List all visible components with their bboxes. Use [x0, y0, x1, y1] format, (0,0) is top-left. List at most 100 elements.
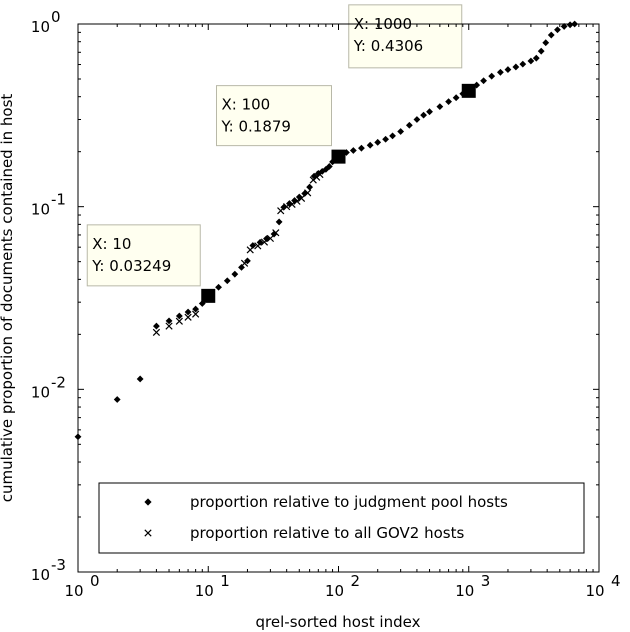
y-tick-label: 10 [31, 383, 50, 401]
legend-box [98, 482, 585, 554]
data-point-judgment-pool [310, 172, 318, 180]
y-tick-exponent: -2 [51, 373, 66, 391]
data-point-all-gov2-strokes [175, 317, 183, 325]
legend-marker-x [144, 529, 152, 537]
marks-layer [74, 20, 579, 441]
data-point-judgment-pool [270, 230, 278, 238]
data-point-judgment-pool [301, 190, 309, 197]
x-tick-exponent: 2 [351, 572, 361, 590]
data-point-all-gov2-strokes [192, 310, 200, 318]
data-point-judgment-pool [358, 144, 365, 152]
data-point-judgment-pool [280, 203, 288, 211]
data-point-all-gov2-strokes [184, 313, 192, 321]
y-tick-exponent: -3 [51, 556, 66, 574]
y-tick-label: 10 [31, 201, 50, 219]
data-point-judgment-pool [532, 54, 540, 62]
datatip-y-label: Y: 0.4306 [353, 37, 423, 55]
data-point-judgment-pool [445, 98, 452, 105]
datatip-marker [331, 149, 346, 164]
data-point-all-gov2 [184, 313, 192, 321]
x-tick-label: 10 [455, 582, 474, 600]
data-point-judgment-pool [436, 103, 444, 111]
datatip-x-label: X: 10 [92, 235, 131, 253]
data-point-judgment-pool [504, 66, 512, 73]
datatip-marker [201, 288, 216, 303]
data-point-all-gov2-strokes [266, 234, 275, 243]
y-axis-label: cumulative proportion of documents conta… [0, 94, 16, 503]
y-tick-label: 10 [31, 18, 50, 36]
data-point-all-gov2 [192, 310, 200, 318]
data-point-judgment-pool [291, 197, 298, 204]
legend-label-judgment-pool: proportion relative to judgment pool hos… [190, 493, 508, 511]
y-tick-label: 10 [31, 566, 50, 584]
data-point-judgment-pool [215, 283, 222, 291]
data-point-judgment-pool [136, 375, 144, 383]
x-tick-exponent: 3 [481, 572, 491, 590]
data-point-judgment-pool [389, 132, 396, 140]
data-point-judgment-pool [263, 235, 270, 243]
data-point-judgment-pool [519, 60, 527, 68]
datatip-box [216, 85, 332, 147]
data-point-judgment-pool [488, 72, 496, 80]
data-point-judgment-pool [554, 26, 561, 34]
x-tick-label: 10 [585, 582, 604, 600]
data-point-judgment-pool [238, 264, 245, 271]
data-point-judgment-pool [366, 141, 374, 149]
data-point-judgment-pool [175, 312, 183, 320]
data-point-all-gov2-strokes [165, 322, 173, 330]
data-point-judgment-pool [527, 57, 535, 65]
data-point-judgment-pool [349, 147, 357, 154]
datatip-marker [461, 83, 476, 98]
x-tick-exponent: 1 [220, 572, 230, 590]
y-tick-exponent: -1 [51, 191, 66, 209]
data-point-all-gov2 [165, 322, 173, 330]
data-point-judgment-pool [223, 277, 231, 285]
data-point-judgment-pool [413, 116, 421, 123]
data-point-judgment-pool [244, 257, 251, 265]
data-point-judgment-pool [452, 94, 460, 102]
x-tick-exponent: 4 [611, 572, 621, 590]
data-point-judgment-pool [542, 39, 550, 47]
data-point-judgment-pool [537, 47, 545, 55]
data-point-judgment-pool [512, 63, 520, 71]
data-point-judgment-pool [547, 31, 555, 39]
legend-diamond-glyph [144, 498, 152, 506]
data-point-judgment-pool [275, 218, 283, 226]
datatip-x-label: X: 100 [222, 96, 271, 114]
data-point-judgment-pool [325, 163, 333, 170]
x-tick-label: 10 [64, 582, 83, 600]
data-point-judgment-pool [426, 108, 433, 116]
data-point-judgment-pool [420, 111, 427, 119]
data-point-all-gov2-strokes [152, 328, 161, 337]
data-point-judgment-pool [382, 135, 390, 143]
data-point-judgment-pool [497, 68, 504, 76]
data-point-judgment-pool [165, 317, 173, 325]
data-point-judgment-pool [405, 121, 413, 129]
x-tick-label: 10 [325, 582, 344, 600]
legend-x-glyph [144, 529, 152, 537]
data-point-judgment-pool [231, 270, 239, 278]
datatip-y-label: Y: 0.1879 [221, 118, 291, 136]
data-point-all-gov2 [175, 317, 183, 325]
data-point-judgment-pool [113, 396, 121, 403]
data-point-judgment-pool [295, 193, 303, 201]
data-point-judgment-pool [192, 305, 200, 313]
datatip-box [348, 4, 463, 69]
data-point-judgment-pool [184, 308, 192, 316]
legend-marker-diamond [144, 498, 152, 506]
data-point-all-gov2 [266, 234, 275, 243]
x-tick-label: 10 [195, 582, 214, 600]
legend-label-all-gov2: proportion relative to all GOV2 hosts [190, 524, 464, 542]
legend: proportion relative to judgment pool hos… [98, 482, 585, 554]
data-point-all-gov2 [152, 328, 161, 337]
data-point-judgment-pool [397, 128, 405, 135]
data-point-judgment-pool [306, 183, 314, 191]
data-point-judgment-pool [560, 23, 568, 30]
datatip-y-label: Y: 0.03249 [91, 257, 171, 275]
x-axis-label: qrel-sorted host index [256, 613, 421, 631]
data-point-judgment-pool [198, 300, 206, 307]
y-tick-exponent: 0 [51, 8, 61, 26]
data-point-judgment-pool [374, 138, 382, 146]
